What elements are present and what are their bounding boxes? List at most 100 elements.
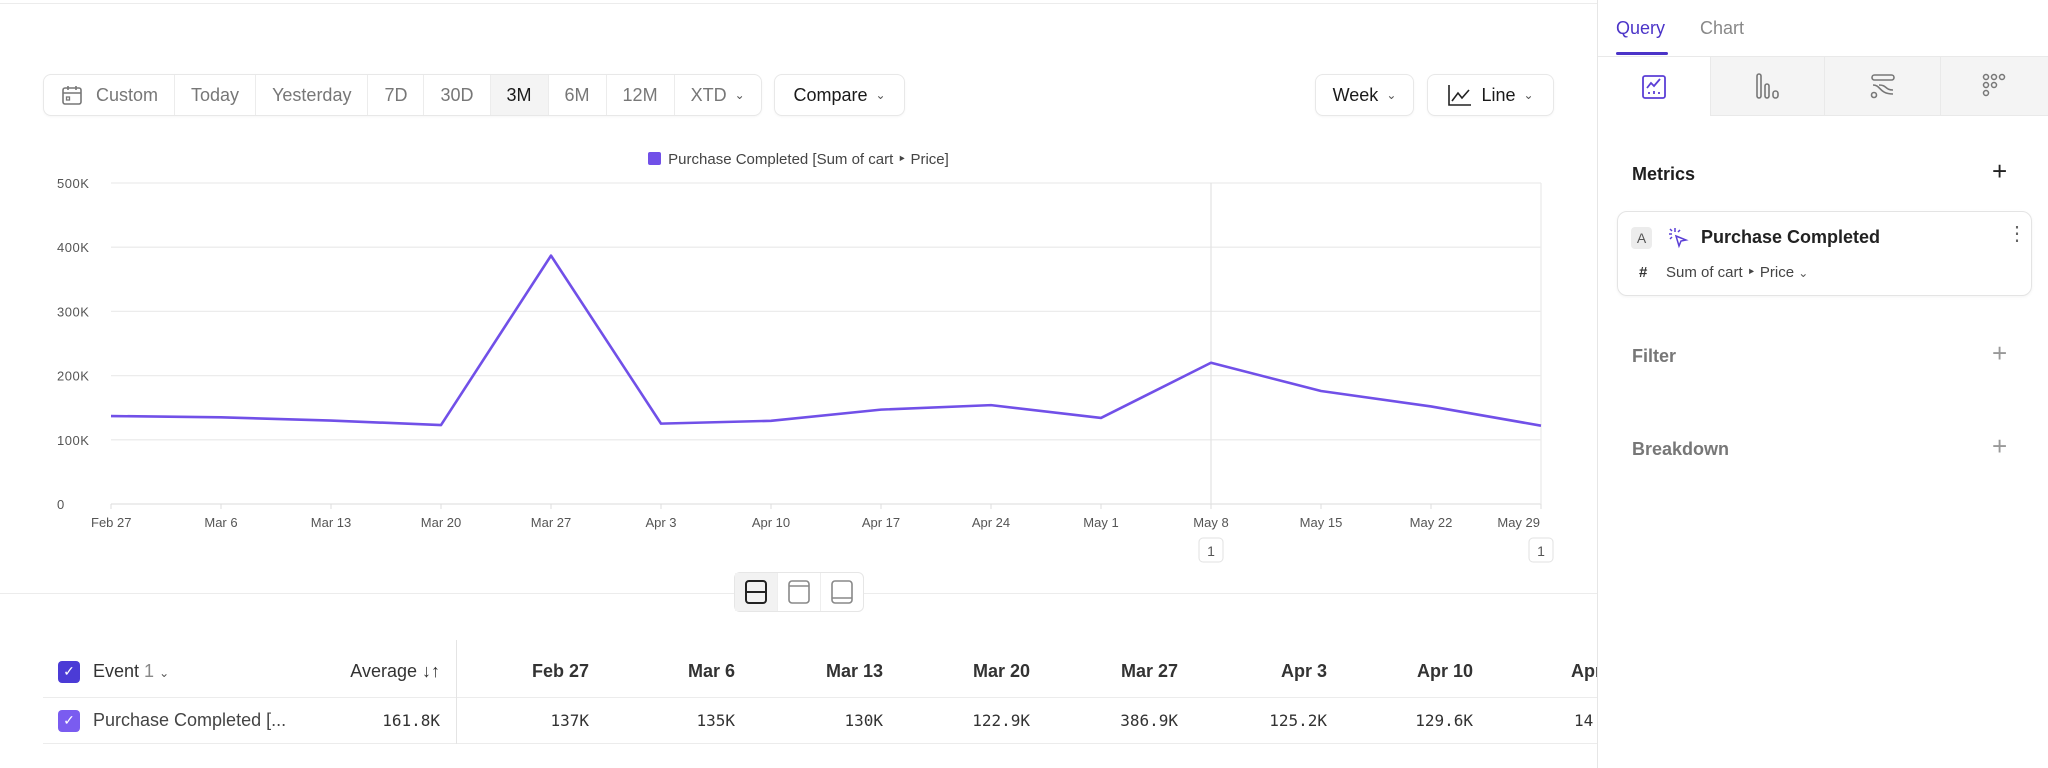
add-breakdown-plus-icon[interactable]: + (1992, 431, 2008, 461)
series-line (110, 254, 1542, 427)
metrics-heading: Metrics (1632, 164, 1696, 184)
cell-value: 14 (1574, 711, 1594, 730)
line-chart[interactable]: 0 100K 200K 300K 400K 500K Feb 27 Mar 6 Mar 13 Ma… (0, 0, 1597, 570)
tab-query[interactable]: Query (1616, 18, 1666, 38)
main-area: Custom Today Yesterday 7D 30D 3M 6M 12M … (0, 0, 1597, 744)
click-event-icon (1669, 228, 1689, 249)
event-column-header[interactable]: Event 1 ⌄ (93, 661, 169, 682)
breakdown-heading: Breakdown (1632, 439, 1730, 459)
split-view-button[interactable] (735, 573, 778, 611)
date-range-today[interactable]: Today (175, 75, 257, 115)
date-range-custom[interactable]: Custom (44, 75, 176, 115)
chevron-down-icon: ⌄ (159, 666, 170, 680)
add-filter-plus-icon[interactable]: + (1992, 338, 2008, 368)
interval-dropdown[interactable]: Week ⌄ (1315, 74, 1414, 116)
x-tick-label: Apr 3 (645, 515, 676, 530)
aggregation-dropdown[interactable]: Sum of cart ‣ Price ⌄ (1666, 263, 1808, 281)
date-column-header[interactable]: Apr 17 (1571, 661, 1597, 681)
date-range-7d[interactable]: 7D (368, 75, 425, 115)
average-column-header[interactable]: Average ↓↑ (310, 661, 440, 682)
date-column-header[interactable]: Mar 27 (1120, 661, 1178, 681)
table-row: ✓ Purchase Completed [... 161.8K 137K 13… (43, 698, 1597, 744)
compare-button[interactable]: Compare ⌄ (774, 74, 905, 116)
x-tick-label: Apr 10 (752, 515, 790, 530)
y-tick-label: 0 (57, 497, 65, 512)
insights-chart-icon (1642, 74, 1666, 99)
row-checkbox[interactable]: ✓ (58, 709, 80, 732)
date-range-label: Custom (96, 84, 159, 105)
cell-value: 135K (696, 711, 735, 730)
x-tick-label: May 22 (1410, 515, 1453, 530)
flows-icon (1870, 74, 1895, 99)
date-column-header[interactable]: Mar 20 (972, 661, 1030, 681)
column-divider[interactable] (456, 640, 457, 744)
cell-value: 386.9K (1120, 711, 1178, 730)
date-range-xtd[interactable]: XTD ⌄ (675, 75, 761, 115)
annotation-badge (1198, 537, 1224, 563)
date-range-yesterday[interactable]: Yesterday (256, 75, 369, 115)
metric-card[interactable]: A Purchase Completed ⋮ # Sum of cart ‣ P… (1617, 211, 2032, 296)
analysis-type-tabs (1598, 57, 2048, 116)
filter-heading: Filter (1632, 346, 1677, 366)
chart-only-button[interactable] (778, 573, 821, 611)
chevron-down-icon: ⌄ (875, 88, 886, 102)
date-column-header[interactable]: Apr 3 (1280, 661, 1327, 681)
x-tick-label: Apr 24 (972, 515, 1010, 530)
y-tick-label: 400K (57, 240, 89, 255)
calendar-icon (62, 86, 82, 105)
event-count: 1 (144, 661, 155, 681)
more-options-icon[interactable]: ⋮ (2007, 223, 2027, 245)
date-column-header[interactable]: Mar 6 (687, 661, 735, 681)
date-range-30d[interactable]: 30D (424, 75, 491, 115)
table-only-button[interactable] (821, 573, 863, 611)
date-range-label: XTD (690, 84, 727, 105)
date-range-3m[interactable]: 3M (490, 75, 549, 115)
chevron-down-icon: ⌄ (1798, 266, 1809, 280)
legend-label: Purchase Completed [Sum of cart ‣ Price] (668, 151, 949, 168)
add-metric-plus-icon[interactable]: + (1992, 156, 2008, 186)
date-range-selector: Custom Today Yesterday 7D 30D 3M 6M 12M … (43, 74, 762, 116)
select-all-checkbox[interactable]: ✓ (58, 660, 80, 683)
x-tick-label: May 1 (1083, 515, 1118, 530)
insights-tab[interactable] (1598, 57, 1711, 116)
funnels-tab[interactable] (1711, 57, 1825, 116)
date-range-6m[interactable]: 6M (549, 75, 607, 115)
split-view-icon (745, 580, 767, 604)
chart-only-icon (788, 580, 810, 604)
event-name[interactable]: Purchase Completed [... (93, 710, 287, 730)
sort-descending-icon: ↓↑ (422, 661, 440, 681)
y-tick-label: 500K (57, 176, 89, 191)
chart-legend[interactable]: Purchase Completed [Sum of cart ‣ Price] (0, 150, 1597, 168)
active-tab-indicator (1616, 52, 1668, 55)
date-column-header[interactable]: Mar 13 (825, 661, 883, 681)
date-range-12m[interactable]: 12M (607, 75, 675, 115)
aggregation-label: Sum of cart ‣ Price (1666, 264, 1795, 281)
layout-toggle (734, 572, 864, 612)
annotation-label: 1 (1207, 543, 1215, 559)
tab-chart[interactable]: Chart (1700, 18, 1745, 38)
chart-type-dropdown[interactable]: Line ⌄ (1427, 74, 1554, 116)
date-column-header[interactable]: Feb 27 (531, 661, 589, 681)
metric-event-name[interactable]: Purchase Completed (1701, 227, 1881, 247)
annotation-badge (1528, 537, 1554, 563)
compare-label: Compare (793, 84, 868, 105)
x-tick-label: Mar 13 (311, 515, 351, 530)
cell-value: 125.2K (1269, 711, 1327, 730)
tabs-divider (1598, 56, 2048, 57)
retention-tab[interactable] (1941, 57, 2048, 116)
x-tick-label: Mar 20 (421, 515, 461, 530)
event-header-label: Event (93, 661, 140, 681)
x-tick-label: Feb 27 (91, 515, 131, 530)
chevron-down-icon: ⌄ (1386, 88, 1397, 102)
chevron-down-icon: ⌄ (734, 88, 745, 102)
query-panel: Query Chart Metrics + A Purchase Complet… (1597, 0, 2048, 768)
annotation-label: 1 (1537, 543, 1545, 559)
legend-swatch (648, 152, 662, 165)
cell-value: 122.9K (972, 711, 1030, 730)
average-header-label: Average (350, 661, 417, 681)
date-column-header[interactable]: Apr 10 (1416, 661, 1473, 681)
flows-tab[interactable] (1825, 57, 1941, 116)
chevron-down-icon: ⌄ (1523, 88, 1534, 102)
cell-value: 130K (844, 711, 883, 730)
line-chart-icon (1448, 85, 1472, 106)
